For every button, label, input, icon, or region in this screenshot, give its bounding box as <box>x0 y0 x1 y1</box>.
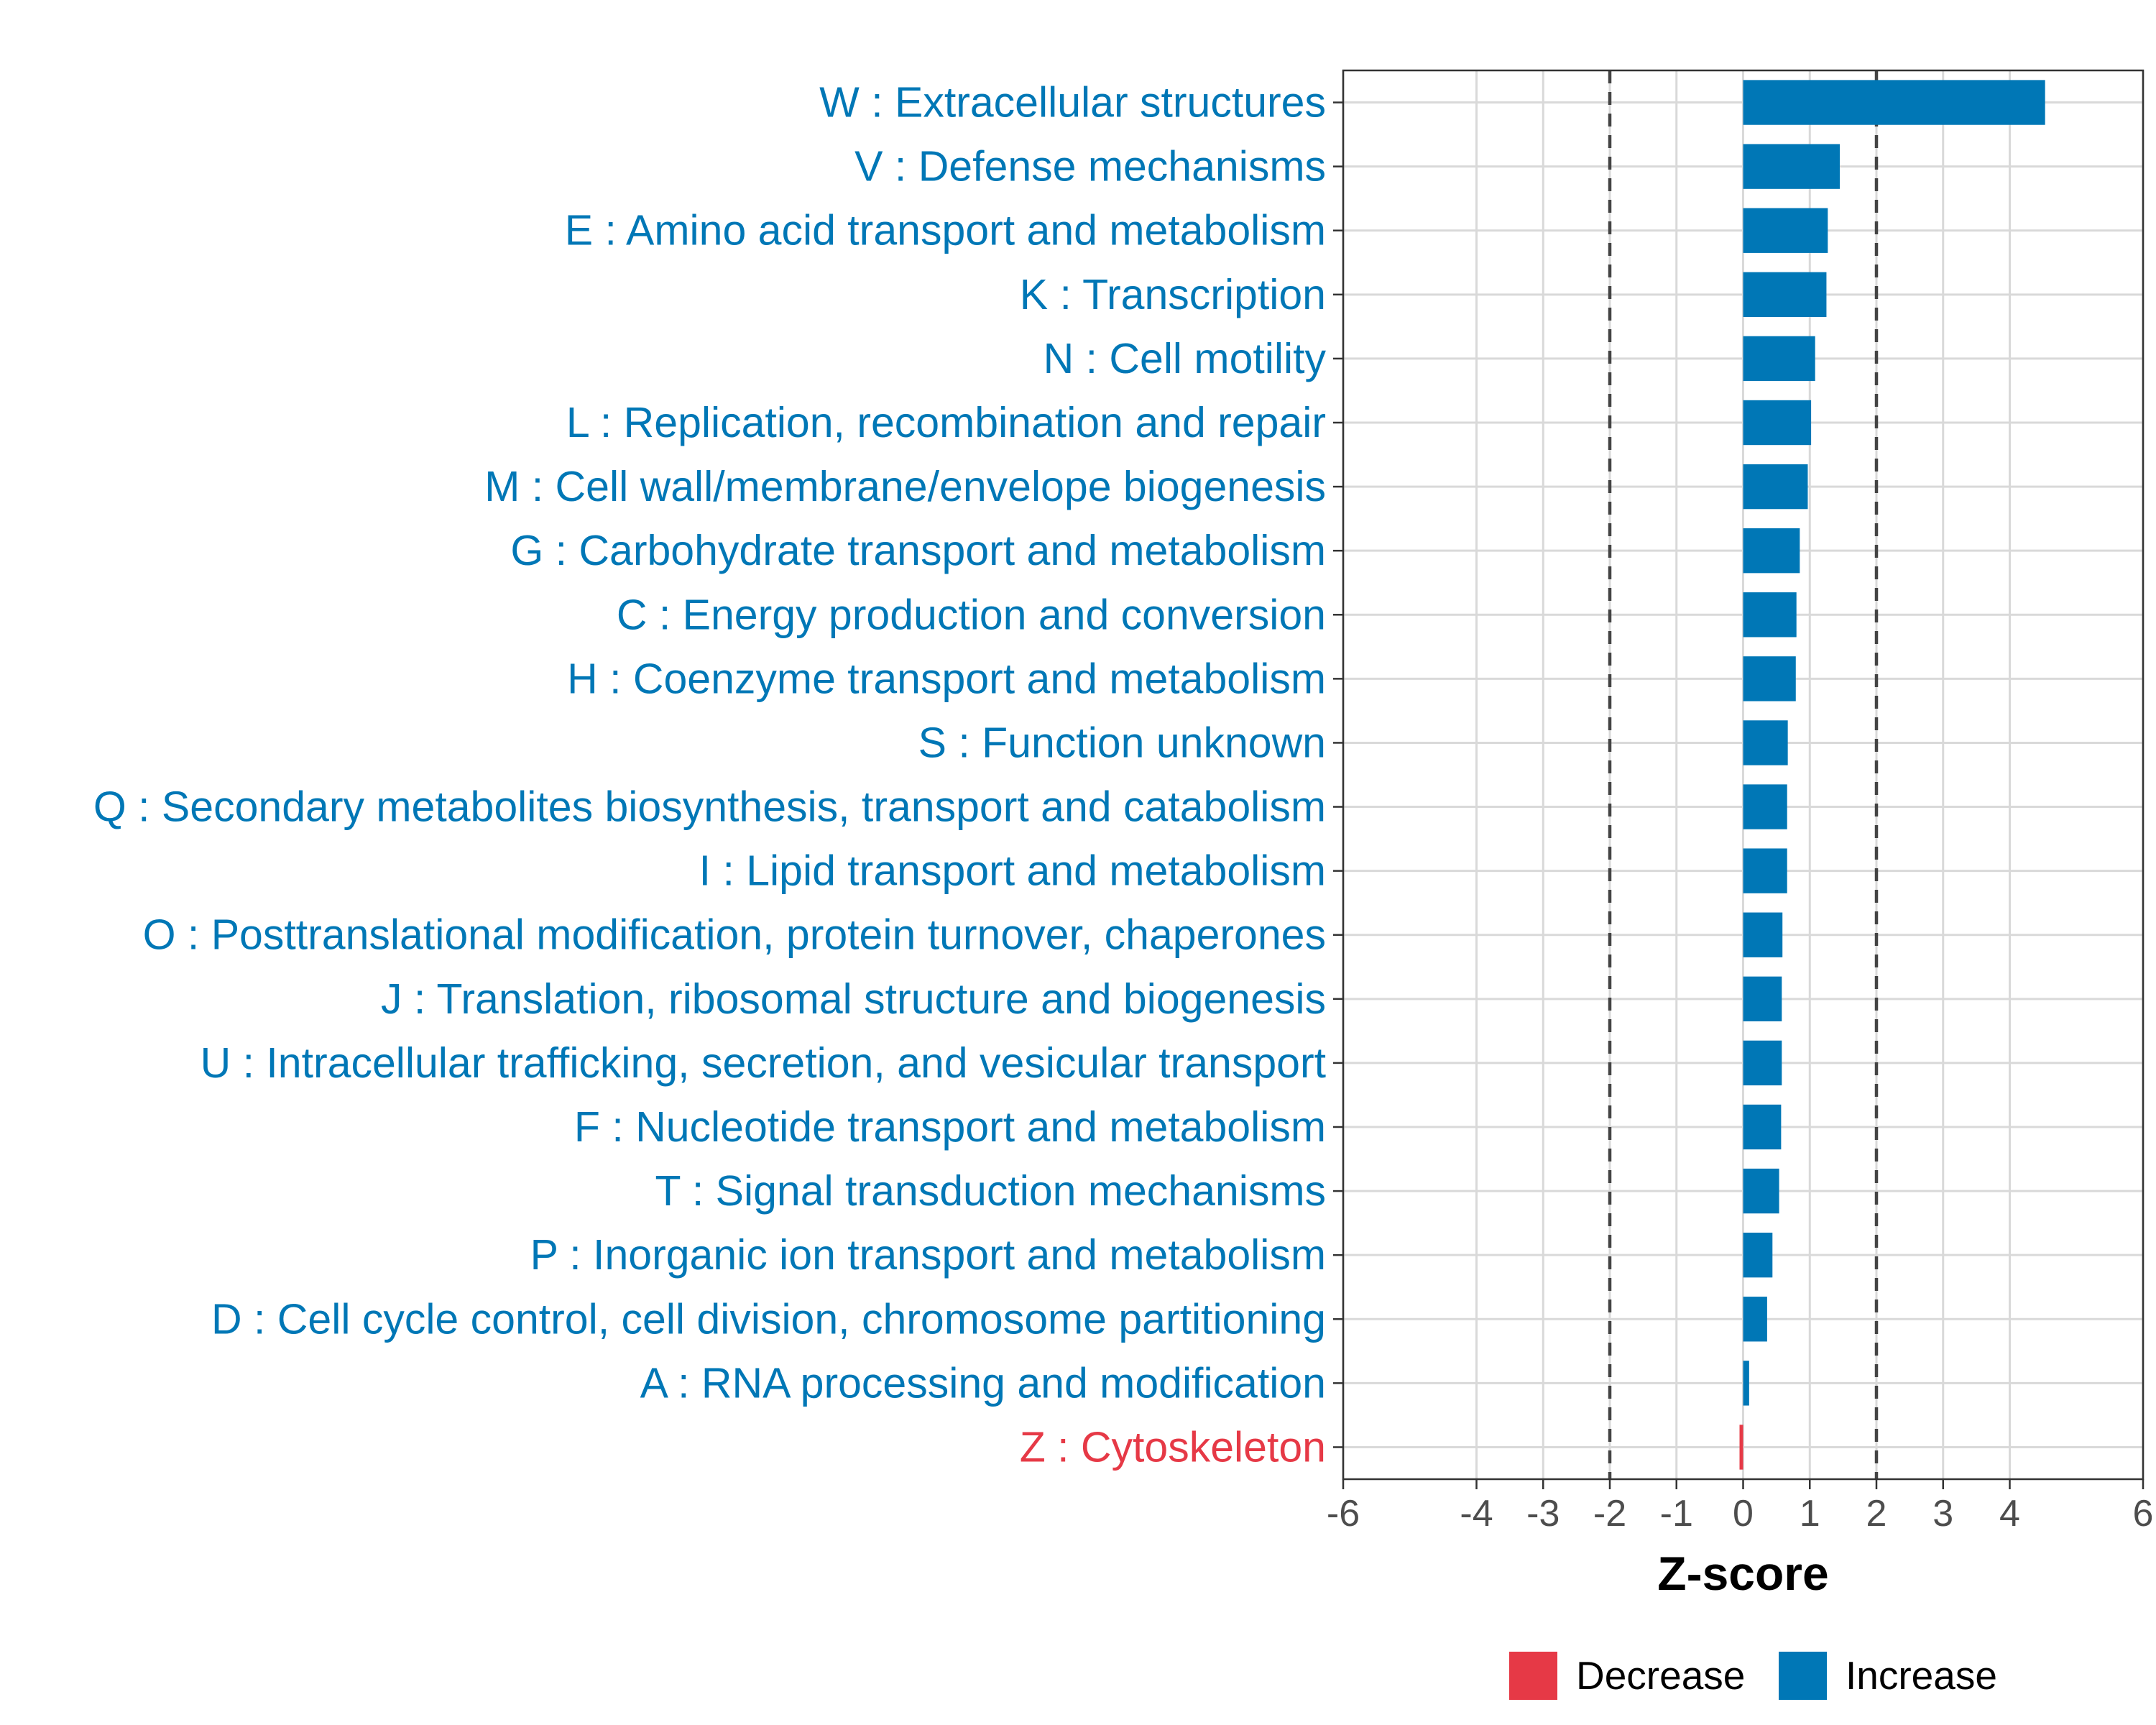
category-label: M : Cell wall/membrane/envelope biogenes… <box>484 463 1326 510</box>
category-label: F : Nucleotide transport and metabolism <box>574 1103 1326 1151</box>
bar <box>1743 1104 1782 1150</box>
bar <box>1743 464 1808 510</box>
bar <box>1739 1425 1743 1470</box>
category-label: P : Inorganic ion transport and metaboli… <box>530 1231 1326 1279</box>
x-tick-label: 3 <box>1932 1493 1953 1535</box>
bar <box>1743 80 2045 125</box>
x-tick-label: -3 <box>1526 1493 1560 1535</box>
x-axis-ticks: -6 -4 -3 -2 -1 0 1 2 3 4 6 <box>1327 1479 2154 1535</box>
x-tick-label: 6 <box>2133 1493 2154 1535</box>
legend: Decrease Increase <box>1509 1652 1997 1700</box>
category-label: J : Translation, ribosomal structure and… <box>381 975 1326 1023</box>
bar <box>1743 528 1800 574</box>
category-label: H : Coenzyme transport and metabolism <box>567 655 1326 702</box>
category-label: L : Replication, recombination and repai… <box>566 399 1326 446</box>
category-label: I : Lipid transport and metabolism <box>699 847 1326 895</box>
bar <box>1743 848 1787 893</box>
bar <box>1743 1168 1779 1214</box>
category-label: N : Cell motility <box>1044 335 1327 382</box>
bar <box>1743 592 1797 638</box>
category-label: Q : Secondary metabolites biosynthesis, … <box>93 783 1326 831</box>
legend-label: Decrease <box>1576 1653 1745 1698</box>
legend-key <box>1779 1652 1827 1700</box>
legend-key <box>1509 1652 1557 1700</box>
bar <box>1743 976 1782 1021</box>
category-label: T : Signal transduction mechanisms <box>655 1167 1326 1215</box>
x-tick-label: 2 <box>1866 1493 1887 1535</box>
bar <box>1743 144 1840 189</box>
bar <box>1743 1361 1749 1406</box>
category-label: E : Amino acid transport and metabolism <box>565 207 1326 254</box>
reference-lines <box>1608 70 1879 1479</box>
bar <box>1743 656 1796 702</box>
bars <box>1739 80 2045 1470</box>
category-label: A : RNA processing and modification <box>640 1359 1326 1407</box>
bar <box>1743 400 1812 446</box>
category-label: O : Posttranslational modification, prot… <box>143 911 1326 959</box>
x-tick-label: -1 <box>1660 1493 1693 1535</box>
bar <box>1743 912 1783 957</box>
category-label: D : Cell cycle control, cell division, c… <box>211 1295 1326 1343</box>
y-axis-ticks: W : Extracellular structures V : Defense … <box>93 79 1343 1471</box>
x-axis-title: Z-score <box>1657 1547 1828 1600</box>
x-tick-label: -6 <box>1327 1493 1360 1535</box>
x-tick-label: 0 <box>1733 1493 1754 1535</box>
category-label: W : Extracellular structures <box>819 79 1326 126</box>
x-tick-label: -4 <box>1460 1493 1493 1535</box>
x-tick-label: 1 <box>1800 1493 1820 1535</box>
category-label: K : Transcription <box>1020 271 1326 318</box>
bar <box>1743 1040 1782 1086</box>
category-label: U : Intracellular trafficking, secretion… <box>201 1039 1326 1087</box>
bar <box>1743 1297 1767 1342</box>
bar <box>1743 720 1788 765</box>
bar <box>1743 336 1815 382</box>
x-tick-label: 4 <box>1999 1493 2020 1535</box>
legend-label: Increase <box>1846 1653 1997 1698</box>
category-label: C : Energy production and conversion <box>617 591 1326 638</box>
x-tick-label: -2 <box>1593 1493 1626 1535</box>
category-label: V : Defense mechanisms <box>854 143 1326 190</box>
category-label: S : Function unknown <box>918 719 1326 766</box>
bar <box>1743 1233 1773 1278</box>
bar <box>1743 784 1787 829</box>
bar <box>1743 208 1828 253</box>
category-label: G : Carbohydrate transport and metabolis… <box>510 527 1326 574</box>
bar <box>1743 272 1827 317</box>
category-label: Z : Cytoskeleton <box>1020 1423 1326 1471</box>
